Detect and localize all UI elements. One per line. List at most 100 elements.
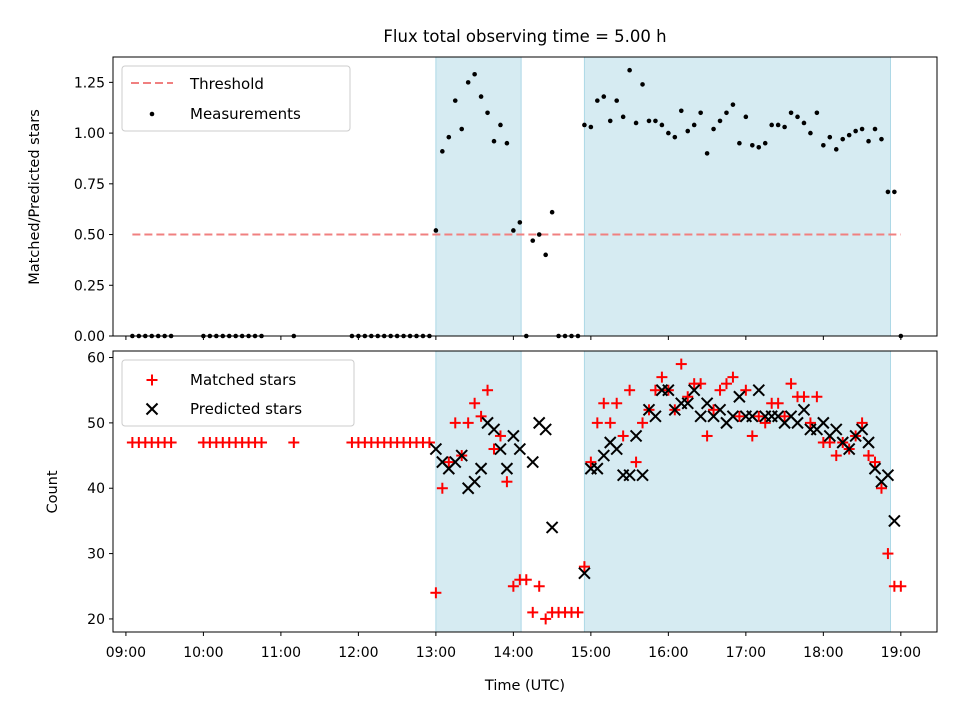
- predicted-star-point: [733, 390, 746, 403]
- measurement-point: [743, 114, 749, 120]
- matched-star-point: [740, 384, 752, 396]
- matched-star-point: [753, 410, 765, 422]
- x-tick-label: 18:00: [803, 645, 843, 661]
- top-legend-box: [121, 65, 351, 132]
- y-tick-label: 0.75: [74, 177, 105, 193]
- predicted-star-point: [797, 403, 811, 417]
- matched-star-point: [746, 430, 758, 442]
- matched-star-point: [423, 436, 435, 448]
- measurement-point: [646, 118, 652, 124]
- matched-star-point: [527, 606, 539, 618]
- matched-star-point: [637, 417, 649, 429]
- measurement-point: [549, 209, 555, 215]
- measurement-point: [678, 108, 684, 114]
- matched-star-point: [256, 436, 268, 448]
- measurement-point: [659, 122, 665, 128]
- predicted-star-point: [752, 384, 765, 397]
- predicted-star-point: [687, 384, 701, 397]
- measurement-point: [543, 252, 548, 258]
- matched-star-point: [540, 613, 552, 625]
- y-tick-label: 0.00: [74, 329, 105, 345]
- predicted-star-point: [539, 423, 552, 436]
- measurement-point: [633, 120, 639, 126]
- predicted-star-point: [429, 442, 443, 456]
- x-tick-label: 11:00: [261, 645, 301, 661]
- predicted-star-point: [868, 462, 882, 475]
- measurement-point: [472, 71, 477, 77]
- predicted-star-point: [713, 403, 727, 417]
- measurement-point: [872, 126, 878, 132]
- matched-star-point: [572, 606, 584, 618]
- bottom-plot-frame: [112, 350, 938, 633]
- predicted-star-point: [578, 566, 591, 580]
- matched-star-point: [501, 476, 513, 488]
- predicted-star-point: [862, 436, 875, 449]
- top-x-ticks: [125, 336, 902, 340]
- measurement-point: [595, 98, 600, 103]
- matched-star-point: [863, 450, 875, 462]
- measurement-point: [892, 189, 897, 195]
- measurement-point: [511, 228, 516, 233]
- predicted-star-point: [526, 455, 539, 469]
- y-tick-label: 50: [87, 416, 105, 432]
- matched-star-point: [598, 397, 610, 409]
- measurement-point: [827, 134, 833, 140]
- measurement-point: [846, 132, 852, 138]
- measurement-point: [750, 142, 755, 148]
- measurement-point: [730, 102, 736, 107]
- measurement-point: [717, 118, 723, 124]
- predicted-star-point: [636, 468, 649, 482]
- legend-predicted-label: Predicted stars: [190, 400, 302, 418]
- matched-star-point: [507, 580, 519, 592]
- legend-predicted-swatch: [145, 402, 159, 416]
- matched-star-point: [494, 430, 506, 442]
- measurement-point: [833, 147, 839, 152]
- predicted-star-point: [487, 423, 501, 436]
- predicted-star-point: [513, 442, 527, 456]
- measurement-point: [640, 82, 645, 87]
- y-tick-label: 1.25: [74, 75, 105, 91]
- predicted-star-point: [545, 521, 559, 534]
- legend-matched-swatch: [146, 374, 158, 386]
- measurement-point: [478, 94, 484, 99]
- x-tick-label: 10:00: [183, 645, 223, 661]
- matched-star-point: [772, 397, 784, 409]
- measurement-point: [627, 67, 632, 73]
- x-tick-label: 15:00: [571, 645, 611, 661]
- predicted-star-point: [468, 475, 481, 488]
- x-tick-label: 16:00: [648, 645, 688, 661]
- predicted-star-point: [507, 429, 520, 443]
- predicted-star-point: [597, 449, 610, 462]
- measurement-point: [795, 114, 800, 120]
- matched-star-point: [585, 456, 597, 468]
- predicted-star-point: [629, 429, 643, 443]
- measurement-point: [504, 140, 510, 146]
- predicted-star-point: [830, 423, 843, 436]
- predicted-star-point: [649, 410, 662, 423]
- legend-matched-label: Matched stars: [190, 371, 296, 389]
- bottom-legend-box: [121, 359, 355, 427]
- matched-star-point: [714, 384, 726, 396]
- shaded-interval: [435, 56, 522, 337]
- matched-star-point: [617, 430, 629, 442]
- matched-star-point: [785, 378, 797, 390]
- predicted-star-point: [817, 416, 830, 430]
- measurement-point: [724, 110, 729, 116]
- measurement-point: [440, 149, 445, 154]
- predicted-star-point: [610, 442, 623, 456]
- y-tick-label: 40: [87, 481, 105, 497]
- predicted-star-point: [726, 410, 740, 423]
- matched-star-point: [708, 404, 720, 416]
- matched-star-point: [830, 450, 842, 462]
- y-tick-label: 1.00: [74, 126, 105, 142]
- predicted-star-point: [855, 423, 869, 436]
- legend-threshold-label: Threshold: [189, 75, 264, 93]
- matched-star-point: [759, 417, 771, 429]
- measurement-point: [491, 138, 497, 144]
- measurement-point: [801, 120, 807, 126]
- measurement-point: [879, 136, 884, 142]
- matched-star-point: [436, 482, 448, 494]
- matched-star-point: [682, 391, 694, 403]
- measurement-point: [530, 238, 536, 243]
